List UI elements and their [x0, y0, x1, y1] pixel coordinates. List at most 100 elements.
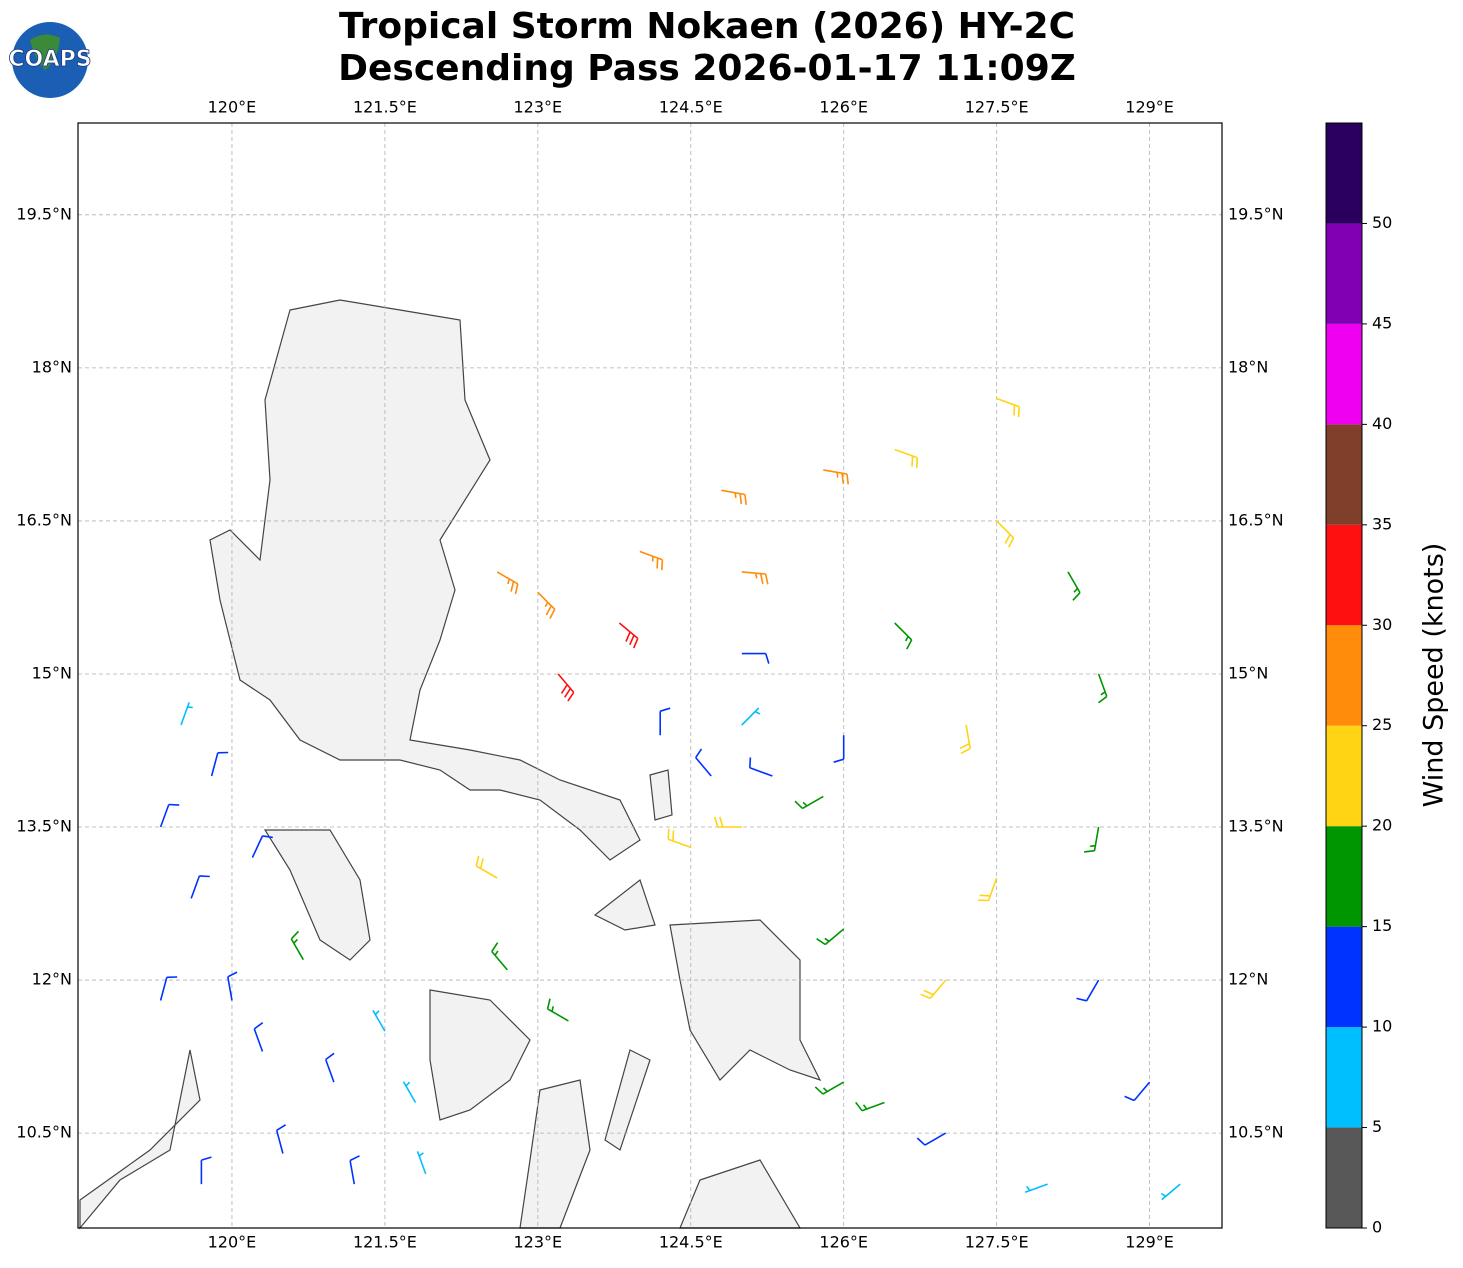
wind-barb: [159, 976, 178, 1001]
wind-barb: [833, 735, 845, 763]
wind-barb: [714, 816, 742, 828]
mindoro: [263, 829, 371, 961]
wind-barb: [416, 1151, 427, 1175]
x-tick-label: 121.5°E: [353, 98, 417, 117]
y-tick-label: 16.5°N: [16, 510, 72, 529]
luzon: [209, 299, 641, 861]
wind-barb: [894, 448, 919, 469]
x-tick-label: 127.5°E: [965, 98, 1029, 117]
map: [78, 123, 1222, 1230]
wind-barb: [190, 875, 210, 899]
wind-barb: [659, 707, 671, 736]
x-tick-label: 120°E: [208, 1233, 257, 1252]
cebu: [604, 1049, 651, 1151]
wind-barb: [546, 998, 569, 1022]
colorbar-segment: [1326, 1027, 1362, 1128]
wind-barb: [1076, 979, 1100, 1002]
x-tick-label: 127.5°E: [965, 1233, 1029, 1252]
x-tick-label: 129°E: [1125, 98, 1174, 117]
wind-barb: [1097, 673, 1108, 704]
wind-barb: [741, 652, 770, 664]
wind-barb: [1160, 1183, 1181, 1201]
wind-barb: [920, 979, 947, 1000]
wind-barb: [475, 855, 498, 879]
y-tick-label: 19.5°N: [16, 204, 72, 223]
wind-barb: [372, 1009, 386, 1032]
y-tick-label: 12°N: [32, 970, 72, 989]
colorbar-frame: [1325, 122, 1363, 1229]
y-tick-label: 16.5°N: [1228, 510, 1284, 529]
wind-barb: [894, 622, 913, 650]
wind-barb: [290, 930, 304, 961]
wind-barb: [1124, 1081, 1151, 1102]
palawan: [79, 1049, 201, 1230]
wind-barb: [227, 971, 238, 1001]
wind-barb: [695, 748, 712, 777]
samar-leyte: [669, 919, 822, 1082]
colorbar-tick-label: 35: [1372, 514, 1392, 533]
wind-barb: [855, 1101, 885, 1112]
wind-barb: [275, 1124, 287, 1154]
colorbar-label: Wind Speed (knots): [1419, 543, 1450, 808]
colorbar-segment: [1326, 424, 1362, 525]
colorbar-segment: [1326, 725, 1362, 827]
wind-barb: [996, 397, 1020, 418]
x-tick-label: 126°E: [819, 98, 868, 117]
colorbar-tick-label: 50: [1372, 213, 1392, 232]
wind-barb: [1084, 826, 1100, 853]
wind-barb: [721, 489, 747, 505]
wind-barb: [537, 591, 556, 619]
y-tick-label: 13.5°N: [16, 817, 72, 836]
x-tick-label: 124.5°E: [659, 1233, 723, 1252]
colorbar-segment: [1326, 826, 1362, 927]
subtitle: Descending Pass 2026-01-17 11:09Z: [338, 48, 1076, 89]
colorbar-segment: [1326, 323, 1362, 425]
wind-barb: [251, 835, 273, 858]
colorbar-segment: [1326, 524, 1362, 626]
wind-barb: [977, 877, 998, 902]
colorbar-tick-label: 0: [1372, 1218, 1382, 1237]
wind-barb: [1024, 1183, 1048, 1194]
wind-barb: [402, 1081, 417, 1103]
x-tick-label: 120°E: [208, 98, 257, 117]
colorbar-tick-label: 25: [1372, 715, 1392, 734]
wind-barb: [200, 1156, 212, 1185]
x-tick-label: 126°E: [819, 1233, 868, 1252]
colorbar-segment: [1326, 123, 1362, 224]
panay: [429, 989, 531, 1121]
wind-barb: [794, 795, 824, 810]
wind-barb: [496, 571, 519, 595]
colorbar-tick-label: 10: [1372, 1017, 1392, 1036]
wind-barb: [741, 571, 769, 585]
wind-barb: [749, 757, 773, 777]
logo-text: COAPS: [8, 47, 91, 72]
wind-barb: [159, 803, 180, 828]
wind-barb: [959, 724, 971, 755]
wind-barb: [639, 550, 664, 571]
catanduanes: [649, 769, 673, 821]
colorbar-segment: [1326, 926, 1362, 1028]
wind-barb: [667, 828, 692, 849]
logo-land: [30, 34, 60, 70]
colorbar-tick-label: 40: [1372, 414, 1392, 433]
colorbar-tick-label: 15: [1372, 916, 1392, 935]
wind-barb: [1067, 571, 1081, 601]
wind-barb: [210, 751, 229, 777]
y-tick-label: 18°N: [1228, 357, 1268, 376]
title: Tropical Storm Nokaen (2026) HY-2C: [339, 6, 1075, 47]
colorbar-segment: [1326, 625, 1362, 726]
x-tick-label: 123°E: [514, 1233, 563, 1252]
wind-barb: [253, 1022, 264, 1052]
colorbar-tick-label: 20: [1372, 816, 1392, 835]
wind-barb: [557, 673, 575, 702]
colorbar-segment: [1326, 223, 1362, 324]
x-tick-label: 129°E: [1125, 1233, 1174, 1252]
colorbar-tick-label: 5: [1372, 1117, 1382, 1136]
x-tick-label: 121.5°E: [353, 1233, 417, 1252]
y-tick-label: 15°N: [32, 663, 72, 682]
y-tick-label: 10.5°N: [1228, 1123, 1284, 1142]
wind-barb: [916, 1132, 947, 1146]
wind-barb: [180, 702, 193, 726]
wind-barb: [491, 942, 508, 971]
